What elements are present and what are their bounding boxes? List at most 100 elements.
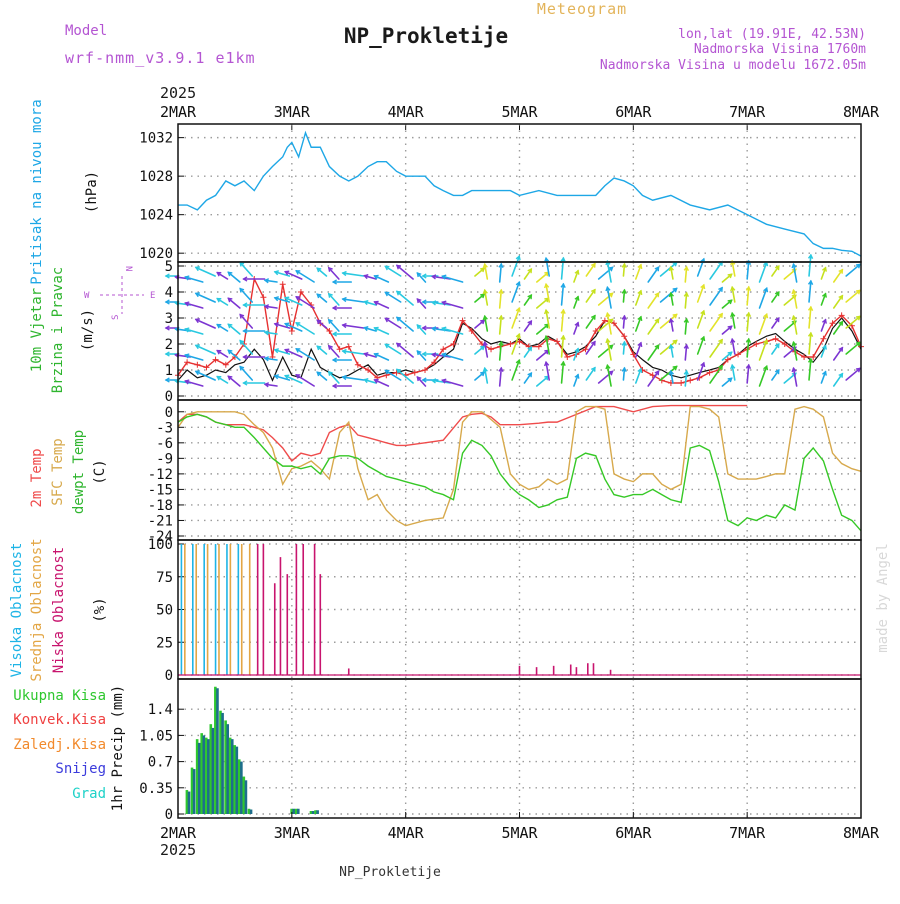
wind-arrowhead [482, 314, 488, 321]
wind-arrowhead [242, 302, 248, 308]
wind-arrow [474, 267, 485, 277]
wind-arrowhead [821, 344, 827, 350]
wind-arrowhead [838, 320, 844, 326]
wind-arrowhead [574, 373, 580, 379]
wind-arrow [573, 295, 579, 309]
wind-arrow [792, 367, 798, 387]
wind-arrow [545, 257, 550, 277]
temperature-panel: 0-3-6-9-12-15-18-21-24 [148, 399, 862, 545]
precip-snow-bar [202, 735, 206, 814]
wind-arrowhead [621, 340, 627, 346]
wind-arrowhead [331, 357, 338, 363]
wind-arrowhead [341, 322, 347, 329]
y-tick-label: -6 [156, 436, 173, 452]
elevation-text: Nadmorska Visina 1760m [694, 42, 866, 57]
wind-arrow [659, 339, 678, 355]
wind-arrow [545, 335, 550, 355]
wind-arrowhead [395, 290, 402, 296]
wind-arrowhead [431, 274, 437, 280]
wind-arrowhead [384, 265, 390, 271]
y-tick-label: 4 [165, 285, 173, 301]
wind-arrowhead [482, 288, 488, 295]
wind-arrowhead [608, 370, 614, 376]
gust-marker [488, 346, 495, 353]
wind-arrow [416, 350, 427, 361]
y-tick-label: 1.4 [148, 702, 173, 718]
wind-ylabel-1: 10m Vjetar [29, 288, 45, 372]
wind-arrowhead [363, 273, 369, 280]
wind-arrow [696, 362, 705, 381]
y-tick-label: 75 [156, 570, 173, 586]
wind-arrowhead [654, 266, 660, 272]
wind-arrow [597, 370, 614, 384]
wind-arrowhead [683, 369, 689, 375]
wind-arrow [363, 352, 377, 358]
wind-arrow [684, 370, 688, 387]
wind-arrow [498, 341, 503, 361]
gust-marker [354, 361, 361, 368]
wind-arrowhead [515, 306, 521, 313]
wind-arrowhead [164, 351, 170, 357]
wind-arrowhead [284, 374, 290, 380]
y-tick-label: 100 [148, 537, 173, 553]
wind-arrow [622, 289, 626, 303]
wind-arrow [195, 344, 216, 355]
wind-arrowhead [807, 279, 814, 285]
wind-arrowhead [574, 269, 580, 275]
wind-arrowhead [838, 372, 844, 378]
wind-arrow [792, 289, 798, 309]
wind-arrow [536, 297, 550, 309]
gust-marker [772, 335, 779, 342]
wind-arrowhead [791, 366, 797, 373]
wind-arrowhead [331, 331, 338, 337]
wind-arrowhead [295, 348, 301, 353]
wind-arrowhead [216, 349, 222, 355]
wind-arrow [431, 353, 452, 358]
wind-arrow [274, 323, 291, 329]
time-label-top: 6MAR [615, 103, 652, 121]
wind-arrowhead [216, 323, 222, 329]
wind-arrowhead [395, 316, 402, 322]
precip-snow-bar [221, 712, 224, 814]
wind-arrowhead [605, 337, 611, 344]
precip-total-bar [290, 808, 293, 814]
wind-arrowhead [316, 267, 322, 273]
wind-arrowhead [855, 263, 861, 269]
gust-marker [411, 369, 418, 376]
wind-arrow [771, 317, 780, 329]
wind-arrow [227, 297, 241, 309]
wind-arrowhead [184, 353, 190, 359]
wind-arrow [227, 323, 241, 335]
wind-arrow [384, 369, 402, 381]
precip-snow-bar [226, 724, 230, 814]
time-label-bottom: 7MAR [729, 824, 766, 842]
wind-arrow [328, 267, 340, 280]
wind-arrow [670, 266, 674, 280]
wind-arrowhead [791, 288, 797, 295]
gust-marker [592, 328, 599, 334]
wind-arrowhead [821, 318, 827, 324]
wind-arrow [845, 289, 861, 303]
wind-arrowhead [543, 282, 550, 289]
wind-arrowhead [774, 317, 780, 323]
wind-arrow [184, 380, 204, 387]
y-tick-label: 50 [156, 603, 173, 619]
precip-ylabel: 1hr Precip (mm) [110, 685, 126, 811]
wind-arrowhead [637, 289, 643, 295]
wind-arrowhead [621, 262, 627, 268]
wind-arrow [684, 344, 688, 361]
wind-arrowhead [654, 344, 660, 350]
wind-arrow [746, 364, 750, 384]
wind-arrowhead [605, 311, 611, 318]
wind-arrowhead [745, 259, 752, 265]
wind-arrow [758, 261, 768, 283]
wind-arrowhead [431, 378, 437, 384]
gust-marker [440, 346, 447, 353]
wind-arrow [635, 342, 642, 358]
wind-arrow [264, 357, 278, 361]
wind-arrowhead [482, 340, 488, 347]
precip-snow-bar [292, 808, 296, 814]
wind-arrowhead [480, 345, 486, 351]
wind-arrow [731, 286, 736, 303]
wind-arrowhead [763, 338, 769, 345]
